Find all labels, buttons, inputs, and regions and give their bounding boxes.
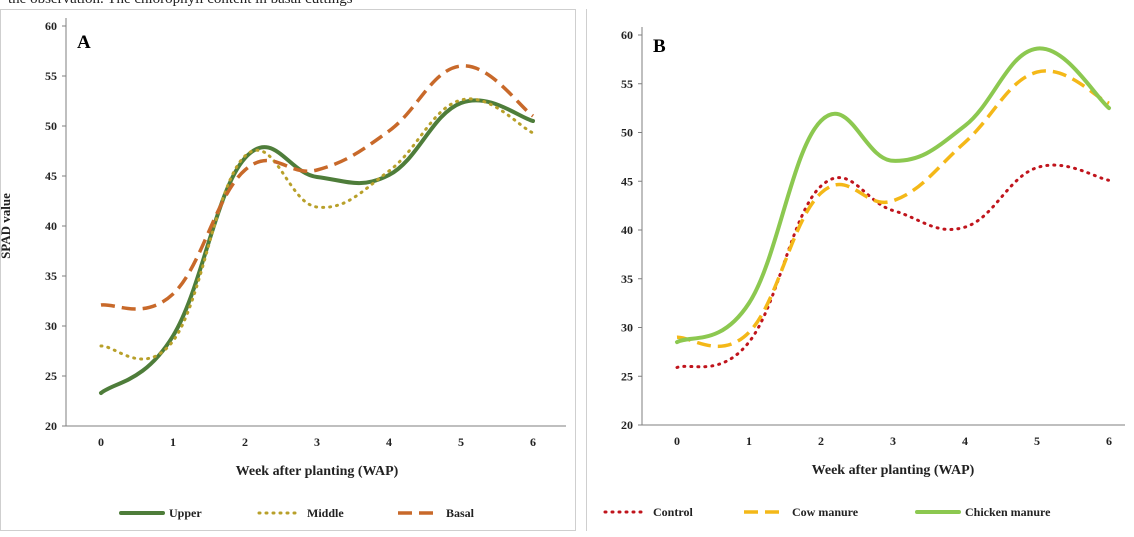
chart-a-y-tick-label: 55 — [45, 69, 57, 83]
chart-b-legend-label-3: Chicken manure — [965, 505, 1051, 519]
chart-a-series-line-3 — [100, 64, 535, 311]
chart-a-x-axis-title: Week after planting (WAP) — [236, 464, 399, 479]
chart-b-y-tick-label: 55 — [621, 77, 633, 91]
chart-a-y-tick-label: 50 — [45, 119, 57, 133]
chart-b-y-axis-title: SPAD value — [587, 197, 589, 263]
chart-a-y-axis-title: SPAD value — [1, 193, 13, 259]
chart-a-series-line-2 — [99, 97, 535, 361]
chart-b-y-tick-label: 35 — [621, 272, 633, 286]
chart-a-x-tick-label: 2 — [242, 435, 248, 449]
chart-b-y-tick-label: 20 — [621, 418, 633, 432]
chart-b-x-tick-label: 5 — [1034, 434, 1040, 448]
chart-b-y-tick-label: 60 — [621, 28, 633, 42]
chart-a-x-tick-label: 0 — [98, 435, 104, 449]
chart-a-y-tick-label: 20 — [45, 419, 57, 433]
chart-a-y-tick-label: 40 — [45, 219, 57, 233]
chart-b-x-tick-label: 4 — [962, 434, 968, 448]
chart-a-legend-label-1: Upper — [169, 506, 202, 520]
chart-b-x-tick-label: 0 — [674, 434, 680, 448]
chart-b-x-tick-label: 1 — [746, 434, 752, 448]
chart-b-x-axis-title: Week after planting (WAP) — [812, 463, 975, 478]
chart-b-panel-label: B — [653, 36, 666, 57]
chart-b-legend-label-2: Cow manure — [792, 505, 859, 519]
chart-a-x-tick-label: 6 — [530, 435, 536, 449]
chart-a-y-tick-label: 30 — [45, 319, 57, 333]
chart-a-x-tick-label: 1 — [170, 435, 176, 449]
chart-a-x-tick-label: 4 — [386, 435, 392, 449]
chart-b-series-line-3 — [675, 46, 1111, 345]
chart-b-y-tick-label: 45 — [621, 174, 633, 188]
chart-a-y-tick-label: 35 — [45, 269, 57, 283]
chart-a-panel-label: A — [77, 32, 91, 53]
chart-b-y-tick-label: 25 — [621, 369, 633, 383]
chart-panel-a: A 20 25 30 35 40 45 50 55 60 0 1 2 3 4 5 6 Week after pla… — [0, 9, 576, 531]
chart-panel-b: B 20 25 30 35 40 45 50 55 60 0 1 2 3 4 5 6 Week after pla… — [574, 9, 1134, 531]
chart-b-x-tick-label: 6 — [1106, 434, 1112, 448]
chart-b-x-tick-label: 3 — [890, 434, 896, 448]
chart-a-legend-label-3: Basal — [446, 506, 475, 520]
chart-b-series-line-2 — [676, 69, 1110, 349]
chart-a-x-tick-label: 3 — [314, 435, 320, 449]
chart-a-x-tick-label: 5 — [458, 435, 464, 449]
chart-a-y-tick-label: 25 — [45, 369, 57, 383]
body-text-fragment: the observation. The chlorophyll content… — [8, 0, 353, 8]
chart-b-x-tick-label: 2 — [818, 434, 824, 448]
chart-b-y-tick-label: 30 — [621, 321, 633, 335]
chart-a-legend-label-2: Middle — [307, 506, 344, 520]
chart-a-y-tick-label: 45 — [45, 169, 57, 183]
chart-a-y-tick-label: 60 — [45, 19, 57, 33]
chart-b-y-tick-label: 50 — [621, 126, 633, 140]
chart-b-legend-label-1: Control — [653, 505, 693, 519]
chart-b-y-tick-label: 40 — [621, 223, 633, 237]
